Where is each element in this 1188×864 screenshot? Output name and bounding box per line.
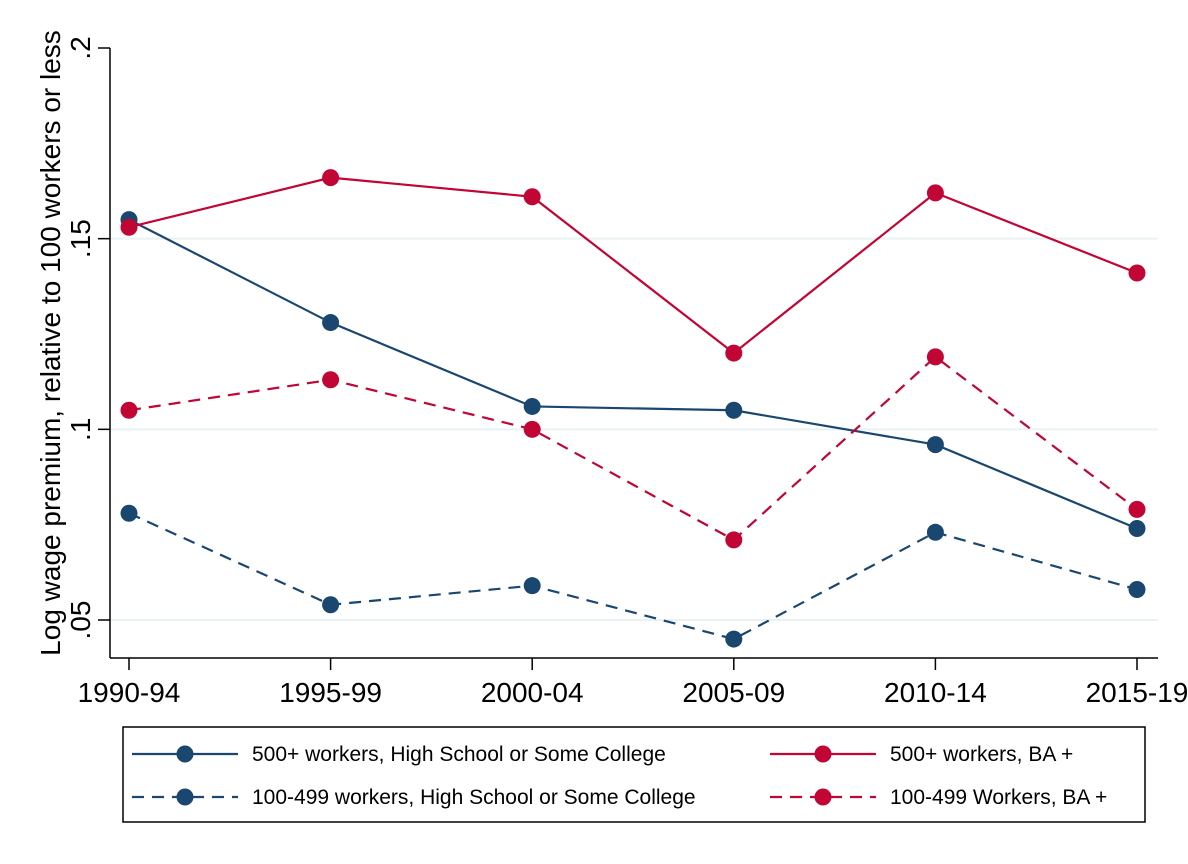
data-point: [322, 169, 340, 187]
y-tick-label: .2: [65, 36, 96, 59]
data-point: [1128, 519, 1146, 537]
series-group: [120, 504, 1146, 648]
legend-marker: [176, 745, 194, 763]
legend: 500+ workers, High School or Some Colleg…: [122, 726, 1146, 823]
data-point: [523, 397, 541, 415]
legend-label: 100-499 workers, High School or Some Col…: [252, 786, 696, 809]
data-point: [926, 523, 944, 541]
gridlines: [110, 237, 1158, 621]
series-line: [128, 512, 1138, 641]
legend-marker: [814, 745, 832, 763]
data-point: [322, 596, 340, 614]
legend-marker: [814, 788, 832, 806]
axes: [109, 48, 1158, 659]
series-line: [128, 176, 1138, 355]
y-axis-ticks: .05 .1 .15 .2: [65, 36, 110, 639]
series-line: [128, 218, 1138, 530]
data-point: [725, 630, 743, 648]
data-point: [926, 184, 944, 202]
x-tick-label: 2015-19: [1086, 677, 1188, 708]
data-point: [725, 344, 743, 362]
x-tick-label: 2010-14: [884, 677, 987, 708]
y-tick-label: .05: [65, 601, 96, 640]
x-axis-ticks: 1990-94 1995-99 2000-04 2005-09 2010-14 2015-…: [78, 658, 1188, 708]
data-point: [523, 577, 541, 595]
series: [120, 169, 1146, 648]
series-group: [120, 169, 1146, 362]
y-tick-label: .15: [65, 219, 96, 258]
data-point: [926, 348, 944, 366]
x-tick-label: 1995-99: [279, 677, 382, 708]
data-point: [322, 371, 340, 389]
data-point: [926, 436, 944, 454]
legend-label: 100-499 Workers, BA +: [890, 786, 1107, 809]
data-point: [322, 314, 340, 332]
x-tick-label: 2000-04: [481, 677, 584, 708]
legend-label: 500+ workers, High School or Some Colleg…: [252, 743, 666, 766]
y-axis-title: Log wage premium, relative to 100 worker…: [35, 30, 66, 656]
data-point: [1128, 580, 1146, 598]
data-point: [523, 420, 541, 438]
legend-marker: [176, 788, 194, 806]
data-point: [120, 218, 138, 236]
legend-box: [122, 726, 1146, 823]
data-point: [1128, 500, 1146, 518]
legend-label: 500+ workers, BA +: [890, 743, 1073, 766]
data-point: [523, 188, 541, 206]
x-tick-label: 2005-09: [682, 677, 785, 708]
y-tick-label: .1: [65, 418, 96, 441]
series-line: [128, 355, 1138, 542]
data-point: [1128, 264, 1146, 282]
data-point: [725, 401, 743, 419]
data-point: [725, 531, 743, 549]
x-tick-label: 1990-94: [78, 677, 181, 708]
series-group: [120, 348, 1146, 549]
data-point: [120, 504, 138, 522]
data-point: [120, 401, 138, 419]
